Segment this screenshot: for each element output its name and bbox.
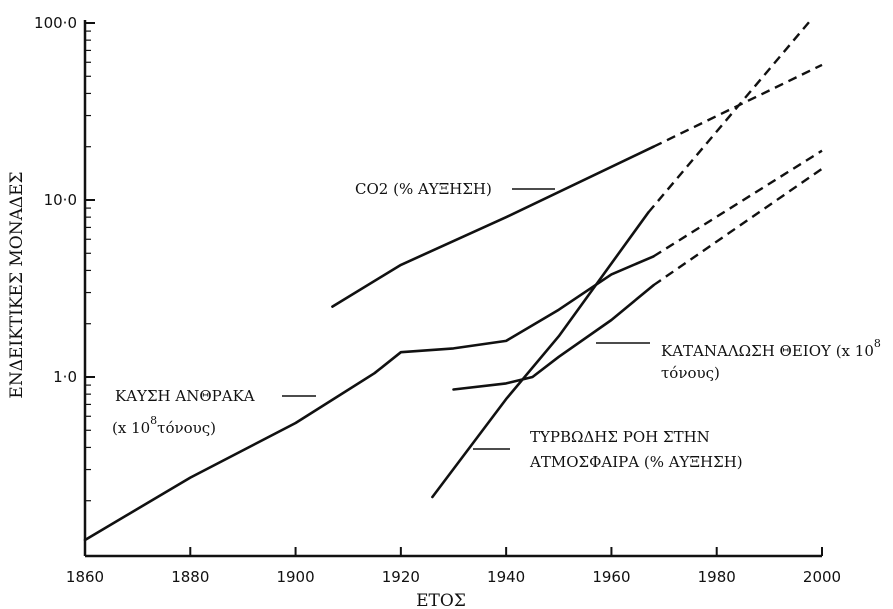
x-ticks: 1860 1880 1900 1920 1940 1960 1980 2000 <box>66 547 841 586</box>
turbulence-label-line1: ΤΥΡΒΩΔΗΣ ΡΟΗ ΣΤΗΝ <box>530 428 710 446</box>
x-tick-label: 1960 <box>592 568 630 586</box>
x-tick-label: 1920 <box>382 568 420 586</box>
coal-label-line2: (x 108τόνους) <box>112 414 216 437</box>
x-tick-label: 1860 <box>66 568 104 586</box>
series-line-co2 <box>331 145 655 308</box>
sulfur-label-line2: τόνους) <box>661 364 720 382</box>
turbulence-label-line2: ΑΤΜΟΣΦΑΙΡΑ (% ΑΥΞΗΣΗ) <box>529 453 743 471</box>
y-tick-label: 100·0 <box>34 14 77 32</box>
axes <box>83 20 822 558</box>
y-axis-title: ΕΝΔΕΙΚΤΙΚΕΣ ΜΟΝΑΔΕΣ <box>7 171 27 398</box>
annotations: CO2 (% ΑΥΞΗΣΗ) ΚΑΥΣΗ ΑΝΘΡΑΚΑ (x 108τόνου… <box>112 180 881 471</box>
sulfur-unit-prefix: ΚΑΤΑΝΑΛΩΣΗ ΘΕΙΟΥ (x 10 <box>661 342 874 360</box>
x-tick-label: 1980 <box>698 568 736 586</box>
projection-line-sulfur <box>652 167 823 287</box>
x-tick-label: 1900 <box>276 568 314 586</box>
y-ticks: 1·0 10·0 100·0 <box>34 14 95 502</box>
x-tick-label: 2000 <box>803 568 841 586</box>
series-line-coal <box>83 255 655 542</box>
coal-unit-exponent: 8 <box>150 414 157 427</box>
coal-unit-prefix: (x 10 <box>112 419 150 437</box>
y-tick-label: 1·0 <box>53 368 77 386</box>
sulfur-label-line1: ΚΑΤΑΝΑΛΩΣΗ ΘΕΙΟΥ (x 108 <box>661 337 881 360</box>
co2-label: CO2 (% ΑΥΞΗΣΗ) <box>355 180 492 198</box>
projection-line-turbulence <box>647 18 813 214</box>
x-tick-label: 1880 <box>171 568 209 586</box>
coal-unit-suffix: τόνους) <box>157 419 216 437</box>
sulfur-unit-exponent: 8 <box>874 337 881 350</box>
projection-line-coal <box>652 149 823 258</box>
x-tick-label: 1940 <box>487 568 525 586</box>
x-axis-title: ΕΤΟΣ <box>416 591 466 609</box>
series-lines <box>83 18 823 542</box>
y-tick-label: 10·0 <box>44 191 77 209</box>
series-line-turbulence <box>431 211 650 499</box>
coal-label-line1: ΚΑΥΣΗ ΑΝΘΡΑΚΑ <box>115 387 255 405</box>
series-line-sulfur <box>452 283 655 391</box>
